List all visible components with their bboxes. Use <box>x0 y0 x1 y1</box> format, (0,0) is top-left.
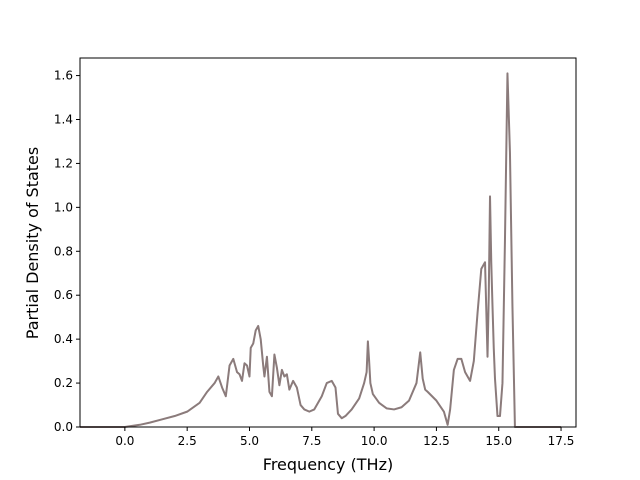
y-tick-label: 0.4 <box>54 332 73 346</box>
x-tick-label: 12.5 <box>423 434 450 448</box>
y-tick-label: 0.6 <box>54 288 73 302</box>
x-tick-label: 7.5 <box>302 434 321 448</box>
plot-frame <box>79 57 577 428</box>
x-tick-label: 0.0 <box>115 434 134 448</box>
y-tick-label: 0.0 <box>54 420 73 434</box>
y-tick-label: 0.8 <box>54 244 73 258</box>
y-tick-label: 1.4 <box>54 113 73 127</box>
axis-ticks: 0.0 2.5 5.0 7.5 10.0 12.5 15.0 17.5 0.0 0.2 0.4 0.6… <box>54 69 574 448</box>
x-axis-label: Frequency (THz) <box>263 455 393 474</box>
x-tick-label: 5.0 <box>240 434 259 448</box>
y-axis-label: Partial Density of States <box>23 147 42 339</box>
plot-area <box>79 57 577 428</box>
x-tick-label: 15.0 <box>485 434 512 448</box>
y-tick-label: 0.2 <box>54 376 73 390</box>
y-tick-label: 1.6 <box>54 69 73 83</box>
y-tick-label: 1.0 <box>54 200 73 214</box>
y-tick-label: 1.2 <box>54 156 73 170</box>
x-tick-label: 17.5 <box>548 434 575 448</box>
series-line-1 <box>80 72 562 428</box>
x-tick-label: 10.0 <box>361 434 388 448</box>
x-tick-label: 2.5 <box>178 434 197 448</box>
